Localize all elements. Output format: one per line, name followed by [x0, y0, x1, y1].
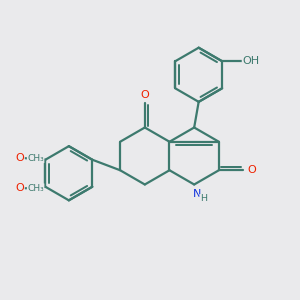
Text: OH: OH: [242, 56, 260, 66]
Text: CH₃: CH₃: [27, 184, 44, 193]
Text: CH₃: CH₃: [27, 154, 44, 163]
Text: O: O: [15, 183, 24, 193]
Text: H: H: [200, 194, 207, 203]
Text: N: N: [192, 189, 201, 199]
Text: O: O: [15, 153, 24, 163]
Text: O: O: [141, 90, 149, 100]
Text: O: O: [247, 165, 256, 175]
